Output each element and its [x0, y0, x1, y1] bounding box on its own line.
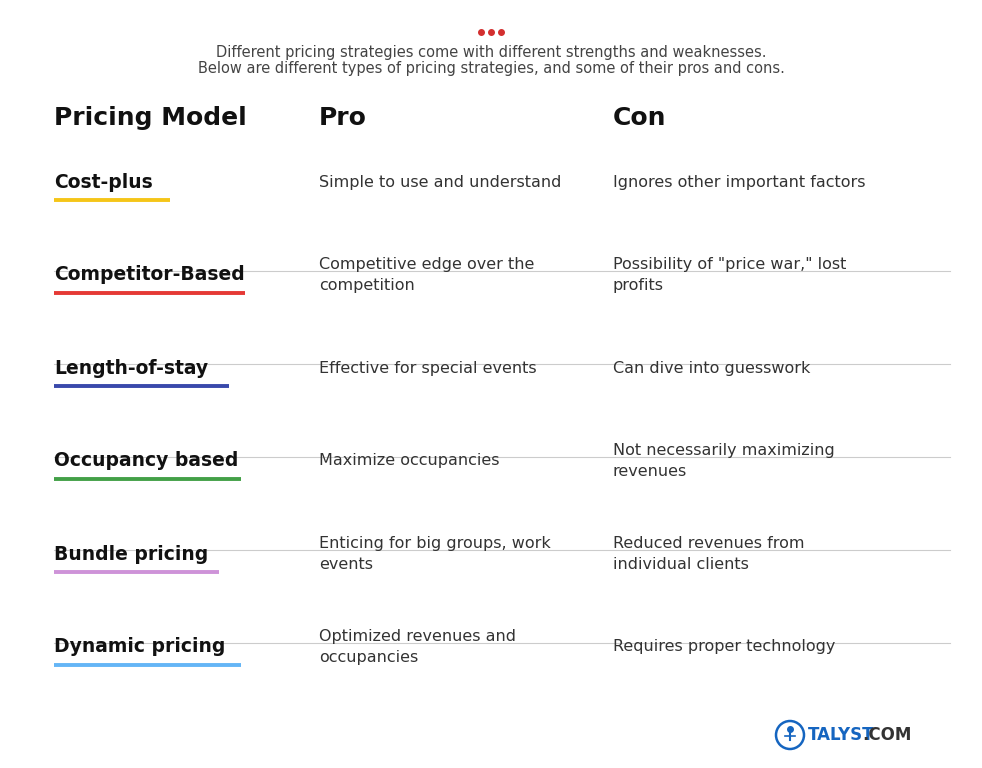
Text: Optimized revenues and
occupancies: Optimized revenues and occupancies: [319, 629, 516, 665]
Text: Competitive edge over the
competition: Competitive edge over the competition: [319, 257, 534, 293]
Text: Con: Con: [613, 106, 667, 130]
Text: TALYST: TALYST: [808, 726, 875, 744]
Text: Can dive into guesswork: Can dive into guesswork: [613, 360, 810, 376]
Text: Requires proper technology: Requires proper technology: [613, 640, 836, 654]
Text: Dynamic pricing: Dynamic pricing: [54, 637, 226, 657]
Text: Maximize occupancies: Maximize occupancies: [319, 453, 500, 468]
Text: Enticing for big groups, work
events: Enticing for big groups, work events: [319, 536, 551, 572]
Text: Below are different types of pricing strategies, and some of their pros and cons: Below are different types of pricing str…: [197, 61, 785, 75]
Text: Bundle pricing: Bundle pricing: [54, 545, 208, 564]
Text: Length-of-stay: Length-of-stay: [54, 359, 208, 378]
Text: Occupancy based: Occupancy based: [54, 452, 239, 471]
Text: Not necessarily maximizing
revenues: Not necessarily maximizing revenues: [613, 443, 835, 479]
Text: .COM: .COM: [862, 726, 911, 744]
Text: Ignores other important factors: Ignores other important factors: [613, 174, 865, 190]
Text: Different pricing strategies come with different strengths and weaknesses.: Different pricing strategies come with d…: [216, 45, 766, 59]
Text: Reduced revenues from
individual clients: Reduced revenues from individual clients: [613, 536, 804, 572]
Text: Simple to use and understand: Simple to use and understand: [319, 174, 562, 190]
Text: Cost-plus: Cost-plus: [54, 173, 153, 191]
Text: Competitor-Based: Competitor-Based: [54, 266, 245, 284]
Text: Effective for special events: Effective for special events: [319, 360, 536, 376]
Text: Pricing Model: Pricing Model: [54, 106, 246, 130]
Text: Pro: Pro: [319, 106, 367, 130]
Text: Possibility of "price war," lost
profits: Possibility of "price war," lost profits: [613, 257, 846, 293]
